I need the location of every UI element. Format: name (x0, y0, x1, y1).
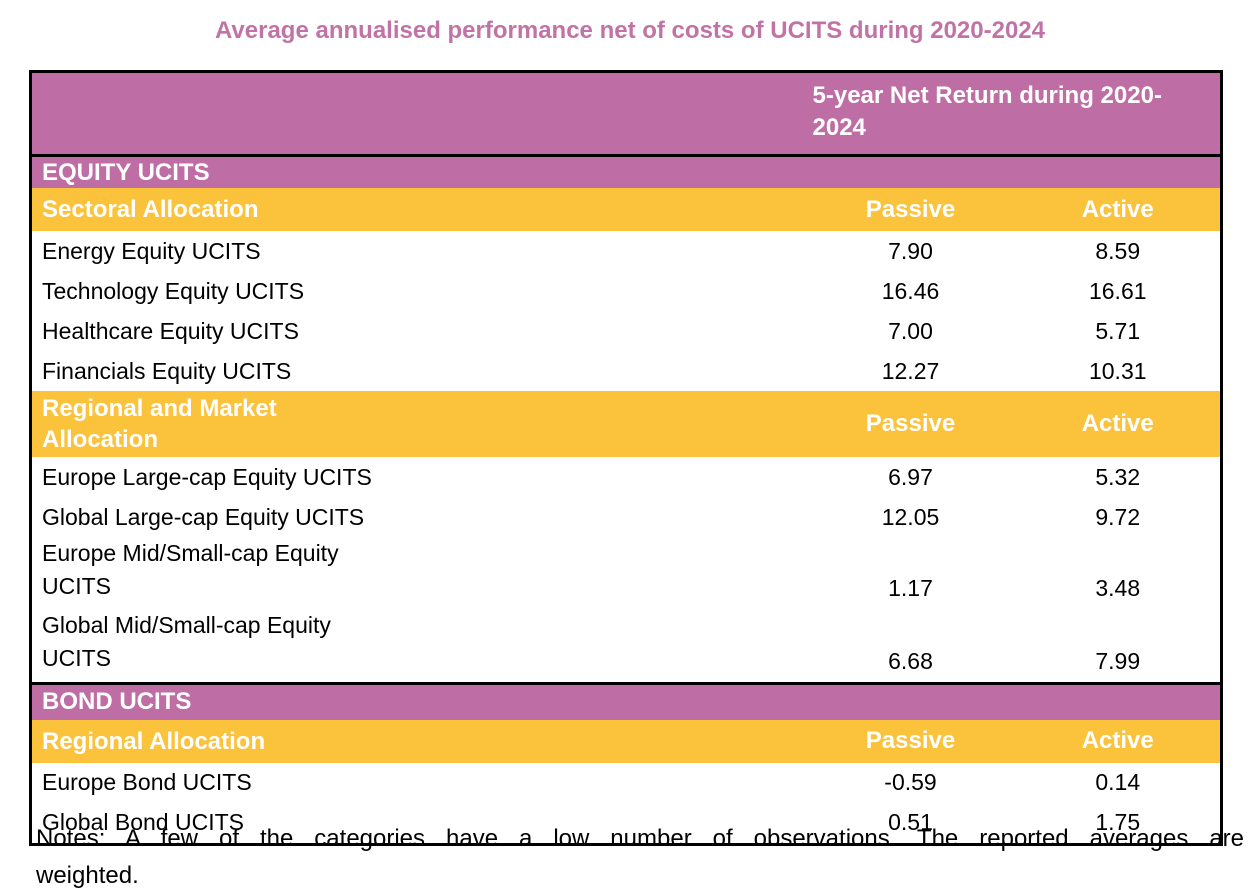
category-label: Financials Equity UCITS (42, 357, 292, 384)
passive-value: 1.17 (888, 575, 933, 602)
active-column-header: Active (1015, 391, 1222, 457)
section-header-row-bond: BOND UCITS (30, 681, 1222, 720)
active-value: 5.71 (1095, 317, 1141, 344)
category-label: Global Mid/Small-cap Equity UCITS (42, 612, 331, 671)
table-row: Global Large-cap Equity UCITS 12.05 9.72 (31, 497, 1222, 537)
passive-value: 0.51 (888, 809, 933, 836)
performance-table: 5-year Net Return during 2020- 2024 EQUI… (29, 70, 1223, 846)
header-spacer-cell (30, 71, 806, 157)
table-row: Global Bond UCITS 0.51 1.75 (31, 803, 1222, 845)
passive-value: 7.00 (888, 317, 933, 344)
category-label: Healthcare Equity UCITS (42, 317, 299, 344)
table-row: Technology Equity UCITS 16.46 16.61 (31, 271, 1222, 311)
notes: Notes: A few of the categories have a lo… (36, 820, 1244, 891)
category-label: Global Large-cap Equity UCITS (42, 503, 365, 530)
passive-column-header: Passive (805, 391, 1016, 457)
active-value: 1.75 (1095, 809, 1141, 836)
category-label: Energy Equity UCITS (42, 237, 261, 264)
active-value: 7.99 (1095, 647, 1141, 674)
passive-value: 12.05 (881, 503, 940, 530)
active-column-header: Active (1015, 188, 1222, 231)
active-column-header: Active (1015, 719, 1222, 763)
category-label: Europe Large-cap Equity UCITS (42, 463, 372, 490)
active-value: 5.32 (1095, 463, 1141, 490)
table-row: Global Mid/Small-cap Equity UCITS 6.68 7… (31, 609, 1222, 683)
passive-value: 6.97 (888, 463, 933, 490)
group-header-row-regional-market: Regional and Market Allocation Passive A… (30, 391, 1222, 457)
active-value: 9.72 (1095, 503, 1141, 530)
passive-value: 7.90 (888, 237, 933, 264)
section-title: BOND UCITS (30, 681, 1222, 720)
group-header-row-sectoral: Sectoral Allocation Passive Active (30, 188, 1222, 231)
category-label: Technology Equity UCITS (42, 277, 305, 304)
active-value: 8.59 (1095, 237, 1141, 264)
table-row: Europe Bond UCITS -0.59 0.14 (31, 763, 1222, 803)
table-row: Europe Large-cap Equity UCITS 6.97 5.32 (31, 457, 1222, 497)
passive-value: 16.46 (881, 277, 940, 304)
group-label: Sectoral Allocation (30, 188, 806, 231)
active-value: 10.31 (1088, 357, 1147, 384)
table-row: Energy Equity UCITS 7.90 8.59 (31, 231, 1222, 271)
section-title: EQUITY UCITS (30, 155, 1222, 188)
passive-value: 6.68 (888, 647, 933, 674)
table-row: Europe Mid/Small-cap Equity UCITS 1.17 3… (31, 537, 1222, 609)
active-value: 16.61 (1088, 277, 1147, 304)
category-label: Global Bond UCITS (42, 809, 244, 836)
category-label: Europe Mid/Small-cap Equity UCITS (42, 540, 339, 599)
passive-value: 12.27 (881, 357, 940, 384)
page-title: Average annualised performance net of co… (214, 17, 1045, 44)
active-value: 3.48 (1095, 575, 1141, 602)
group-label: Regional and Market Allocation (30, 391, 806, 457)
passive-value: -0.59 (884, 769, 937, 796)
net-return-header: 5-year Net Return during 2020- 2024 (805, 71, 1222, 157)
category-label: Europe Bond UCITS (42, 769, 252, 796)
section-header-row-equity: EQUITY UCITS (30, 155, 1222, 188)
passive-column-header: Passive (805, 188, 1016, 231)
table-row: Financials Equity UCITS 12.27 10.31 (31, 351, 1222, 391)
table-row: Healthcare Equity UCITS 7.00 5.71 (31, 311, 1222, 351)
notes-line-1: Notes: A few of the categories have a lo… (36, 825, 1244, 852)
passive-column-header: Passive (805, 719, 1016, 763)
notes-line-2: weighted. (36, 862, 139, 890)
group-label: Regional Allocation (30, 719, 806, 763)
group-header-row-regional: Regional Allocation Passive Active (30, 719, 1222, 763)
active-value: 0.14 (1095, 769, 1141, 796)
table-header-row: 5-year Net Return during 2020- 2024 (30, 71, 1222, 157)
